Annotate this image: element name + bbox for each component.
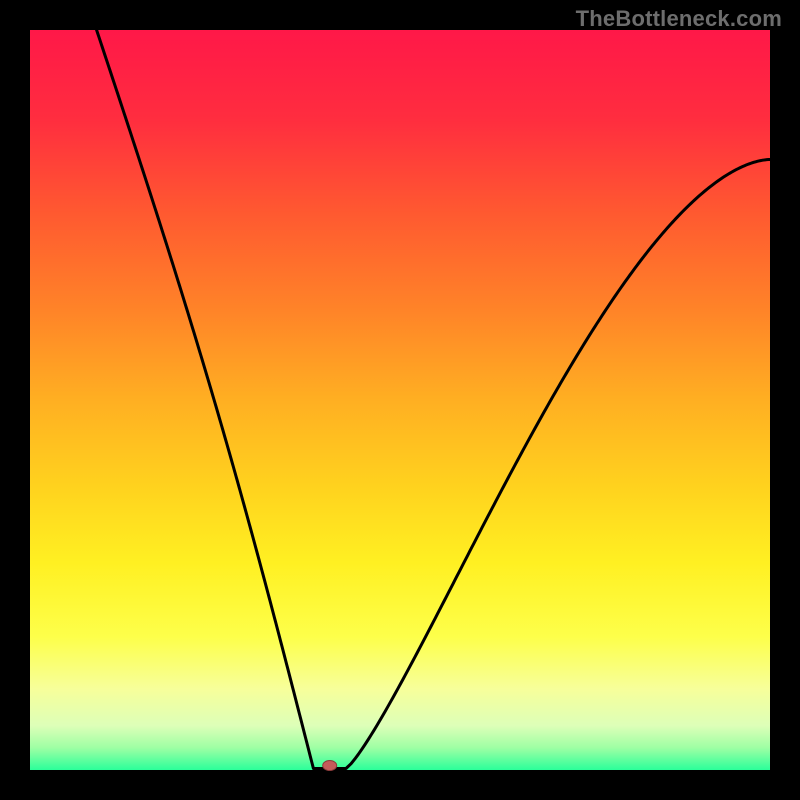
optimal-point-marker (323, 761, 337, 771)
chart-container: TheBottleneck.com (0, 0, 800, 800)
bottleneck-chart (0, 0, 800, 800)
watermark-text: TheBottleneck.com (576, 6, 782, 32)
